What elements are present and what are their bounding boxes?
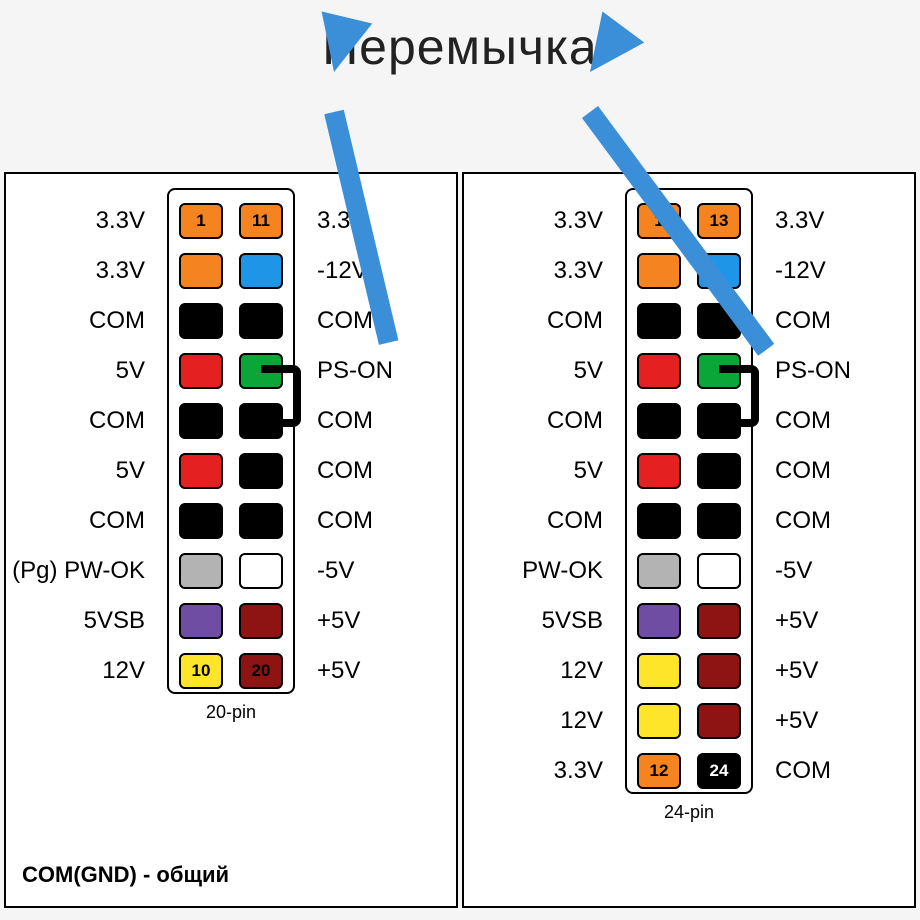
pin	[179, 553, 223, 589]
pin-label: PS-ON	[317, 357, 393, 385]
pin	[239, 453, 283, 489]
pin	[697, 553, 741, 589]
pin	[637, 303, 681, 339]
pin-label: COM	[547, 307, 603, 335]
pin-label: PS-ON	[775, 357, 851, 385]
jumper-bracket	[261, 365, 301, 427]
pin	[179, 353, 223, 389]
pin-label: COM	[775, 407, 831, 435]
pin	[637, 653, 681, 689]
footnote: COM(GND) - общий	[22, 862, 229, 888]
pin: 12	[637, 753, 681, 789]
pin-label: COM	[89, 407, 145, 435]
pin-label: COM	[775, 507, 831, 535]
pin-label: +5V	[317, 657, 360, 685]
pin-label: COM	[547, 507, 603, 535]
pin-label: 5V	[116, 457, 145, 485]
panel-p24: 1133.3V3.3V3.3V-12VCOMCOM5VPS-ONCOMCOM5V…	[462, 172, 916, 908]
pin-label: -5V	[317, 557, 354, 585]
pin: 11	[239, 203, 283, 239]
pin-label: COM	[775, 757, 831, 785]
pin-label: COM	[317, 307, 373, 335]
pin	[179, 303, 223, 339]
pin	[239, 603, 283, 639]
pin	[637, 353, 681, 389]
pin-label: 3.3V	[775, 207, 824, 235]
connector-p20: 1113.3V3.3V3.3V-12VCOMCOM5VPS-ONCOMCOM5V…	[167, 188, 295, 694]
pin-label: COM	[317, 507, 373, 535]
pin-label: COM	[775, 307, 831, 335]
pin-label: 12V	[560, 657, 603, 685]
connector-p24: 1133.3V3.3V3.3V-12VCOMCOM5VPS-ONCOMCOM5V…	[625, 188, 753, 794]
pin	[637, 553, 681, 589]
pin-label: COM	[89, 507, 145, 535]
pin: 10	[179, 653, 223, 689]
pin: 13	[697, 203, 741, 239]
pin-label: 5VSB	[542, 607, 603, 635]
pin	[697, 453, 741, 489]
pin-label: -5V	[775, 557, 812, 585]
pin-label: +5V	[775, 657, 818, 685]
pin-label: -12V	[775, 257, 826, 285]
pin	[239, 553, 283, 589]
connector-caption: 24-pin	[476, 802, 902, 823]
pin-label: 5V	[574, 357, 603, 385]
pin-label: 3.3V	[554, 257, 603, 285]
pin	[179, 603, 223, 639]
pin-label: COM	[547, 407, 603, 435]
pin-label: 3.3V	[554, 207, 603, 235]
pin	[637, 703, 681, 739]
pin: 1	[179, 203, 223, 239]
pin	[697, 603, 741, 639]
pin-label: 5VSB	[84, 607, 145, 635]
pin	[239, 253, 283, 289]
pin	[637, 603, 681, 639]
pin	[179, 503, 223, 539]
pin-label: COM	[775, 457, 831, 485]
pin	[637, 403, 681, 439]
pin: 20	[239, 653, 283, 689]
pin-label: +5V	[775, 607, 818, 635]
pin	[697, 703, 741, 739]
pin	[697, 653, 741, 689]
pin	[637, 453, 681, 489]
pin-label: PW-OK	[522, 557, 603, 585]
pin	[179, 403, 223, 439]
pin	[179, 253, 223, 289]
pin	[637, 253, 681, 289]
pin-label: 3.3V	[96, 257, 145, 285]
pin-label: (Pg) PW-OK	[12, 557, 145, 585]
pin	[239, 503, 283, 539]
pin: 24	[697, 753, 741, 789]
connector-caption: 20-pin	[18, 702, 444, 723]
pin	[239, 303, 283, 339]
pin	[179, 453, 223, 489]
page-title: Перемычка	[0, 18, 920, 76]
pin-label: 5V	[574, 457, 603, 485]
pin	[637, 503, 681, 539]
pin-label: COM	[317, 457, 373, 485]
pin-label: 12V	[560, 707, 603, 735]
pin-label: +5V	[775, 707, 818, 735]
pin-label: COM	[317, 407, 373, 435]
pin-label: 5V	[116, 357, 145, 385]
jumper-bracket	[719, 365, 759, 427]
panel-p20: 1113.3V3.3V3.3V-12VCOMCOM5VPS-ONCOMCOM5V…	[4, 172, 458, 908]
pin-label: 3.3V	[96, 207, 145, 235]
pin-label: 3.3V	[554, 757, 603, 785]
pin-label: 12V	[102, 657, 145, 685]
pin-label: COM	[89, 307, 145, 335]
pin	[697, 503, 741, 539]
pin-label: +5V	[317, 607, 360, 635]
